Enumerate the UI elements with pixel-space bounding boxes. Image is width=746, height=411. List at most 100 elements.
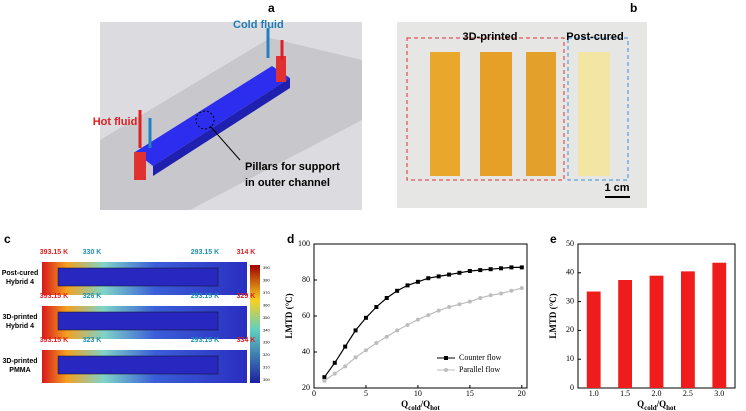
bar [680,271,695,388]
temperature-label: 334 K [237,337,256,344]
inner-channel [57,311,219,331]
annotation: Cold fluid [233,19,284,31]
colorbar-tick: 370 [263,290,270,295]
panel-label: d [287,232,294,246]
y-tick-label: 40 [566,268,574,277]
marker [457,302,462,307]
row-label: 3D-printed [3,358,38,365]
x-tick-label: 0 [312,389,316,398]
x-tick-label: 2.5 [683,389,693,398]
y-tick-label: 50 [566,239,574,248]
marker [405,283,410,288]
temperature-label: 293.15 K [191,249,219,256]
temperature-label: 293.15 K [191,293,219,300]
marker [436,274,441,279]
marker [353,328,358,333]
legend-label: Counter flow [459,353,502,362]
colorbar [250,265,260,383]
marker [499,291,504,296]
colorbar-tick: 300 [263,377,270,382]
y-tick-label: 100 [298,239,310,248]
temperature-label: 293.15 K [191,337,219,344]
marker [384,334,389,339]
y-tick-label: 30 [566,296,574,305]
x-tick-label: 5 [364,389,368,398]
bar [649,275,664,388]
x-axis-label-part: /Q [420,399,431,409]
bar [618,280,633,388]
x-tick-label: 20 [518,389,526,398]
marker [467,299,472,304]
annotation: in outer channel [245,177,330,189]
marker [363,315,368,320]
temperature-label: 323 K [83,337,102,344]
marker [447,272,452,277]
marker [447,305,452,309]
legend-marker [444,356,448,360]
x-tick-label: 15 [466,389,474,398]
x-axis-label: Qcold/Qhot [401,399,440,411]
annotation: Hot fluid [93,116,138,128]
marker [509,265,514,270]
panel-label: a [268,1,275,15]
x-tick-label: 3.0 [714,389,724,398]
colorbar-tick: 330 [263,340,270,345]
x-axis-label: Qcold/Qhot [637,399,676,411]
x-tick-label: 1.0 [589,389,599,398]
x-tick-label: 1.5 [620,389,630,398]
x-axis-label-part: Q [401,399,408,409]
colorbar-tick: 340 [263,327,270,332]
y-tick-label: 60 [302,311,310,320]
scale-label: 1 cm [604,182,629,194]
x-axis-label-part: Q [637,399,644,409]
inner-channel [57,267,219,287]
marker [426,276,431,281]
colorbar-tick: 360 [263,302,270,307]
legend-marker [444,368,448,372]
colorbar-tick: 390 [263,265,270,270]
marker [499,266,504,271]
row-label: Hybrid 4 [6,323,34,330]
inner-channel [57,355,219,375]
marker [488,267,493,272]
y-tick-label: 20 [302,383,310,392]
marker [332,360,337,365]
device-render [100,22,362,210]
y-tick-label: 0 [570,383,574,392]
marker [426,313,431,318]
x-tick-label: 2.0 [652,389,662,398]
marker [332,371,337,376]
panel-label: b [630,1,637,15]
marker [457,270,462,275]
marker [436,308,441,313]
y-axis-label: LMTD (°C) [548,293,558,338]
temperature-label: 330 K [83,249,102,256]
row-label: 3D-printed [3,314,38,321]
legend-label: Parallel flow [459,365,500,374]
marker [343,364,348,369]
marker [405,323,410,327]
x-axis-label-part: cold [408,404,421,411]
marker [322,378,327,383]
colorbar-tick: 350 [263,315,270,320]
annotation: Post-cured [566,31,623,43]
temperature-label: 393.15 K [40,249,68,256]
y-tick-label: 20 [566,325,574,334]
marker [415,279,420,284]
bar [586,291,601,388]
marker [415,317,420,322]
x-axis-label-part: hot [430,404,440,411]
marker [374,341,379,345]
marker [467,269,472,273]
temperature-label: 326 K [83,293,102,300]
marker [519,286,524,291]
marker [374,305,379,309]
marker [509,288,514,293]
temperature-label: 393.15 K [40,337,68,344]
y-tick-label: 40 [302,347,310,356]
colorbar-tick: 310 [263,365,270,370]
annotation: 3D-printed [463,31,518,43]
photo [397,22,647,208]
marker [478,296,483,300]
marker [353,355,358,360]
